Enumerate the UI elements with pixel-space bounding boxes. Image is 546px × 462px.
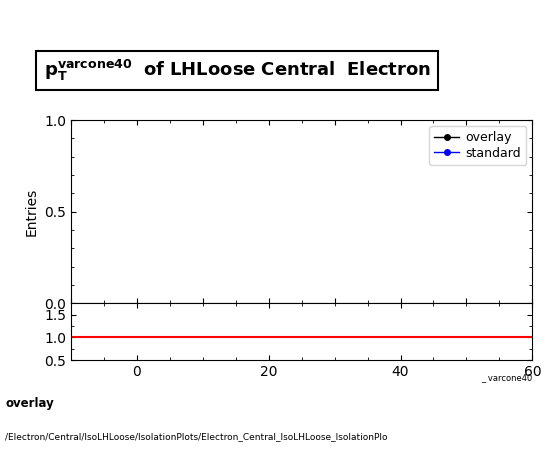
Text: $\mathbf{p}_{\mathbf{T}}^{\mathbf{varcone40}}$$\mathbf{\ \ of\ LHLoose\ Central\: $\mathbf{p}_{\mathbf{T}}^{\mathbf{varcon… <box>44 58 431 83</box>
Text: overlay: overlay <box>5 396 54 409</box>
Text: /Electron/Central/IsoLHLoose/IsolationPlots/Electron_Central_IsoLHLoose_Isolatio: /Electron/Central/IsoLHLoose/IsolationPl… <box>5 432 388 441</box>
Y-axis label: Entries: Entries <box>25 188 39 236</box>
Text: _ varcone40: _ varcone40 <box>481 373 532 382</box>
Legend: overlay, standard: overlay, standard <box>429 127 526 165</box>
